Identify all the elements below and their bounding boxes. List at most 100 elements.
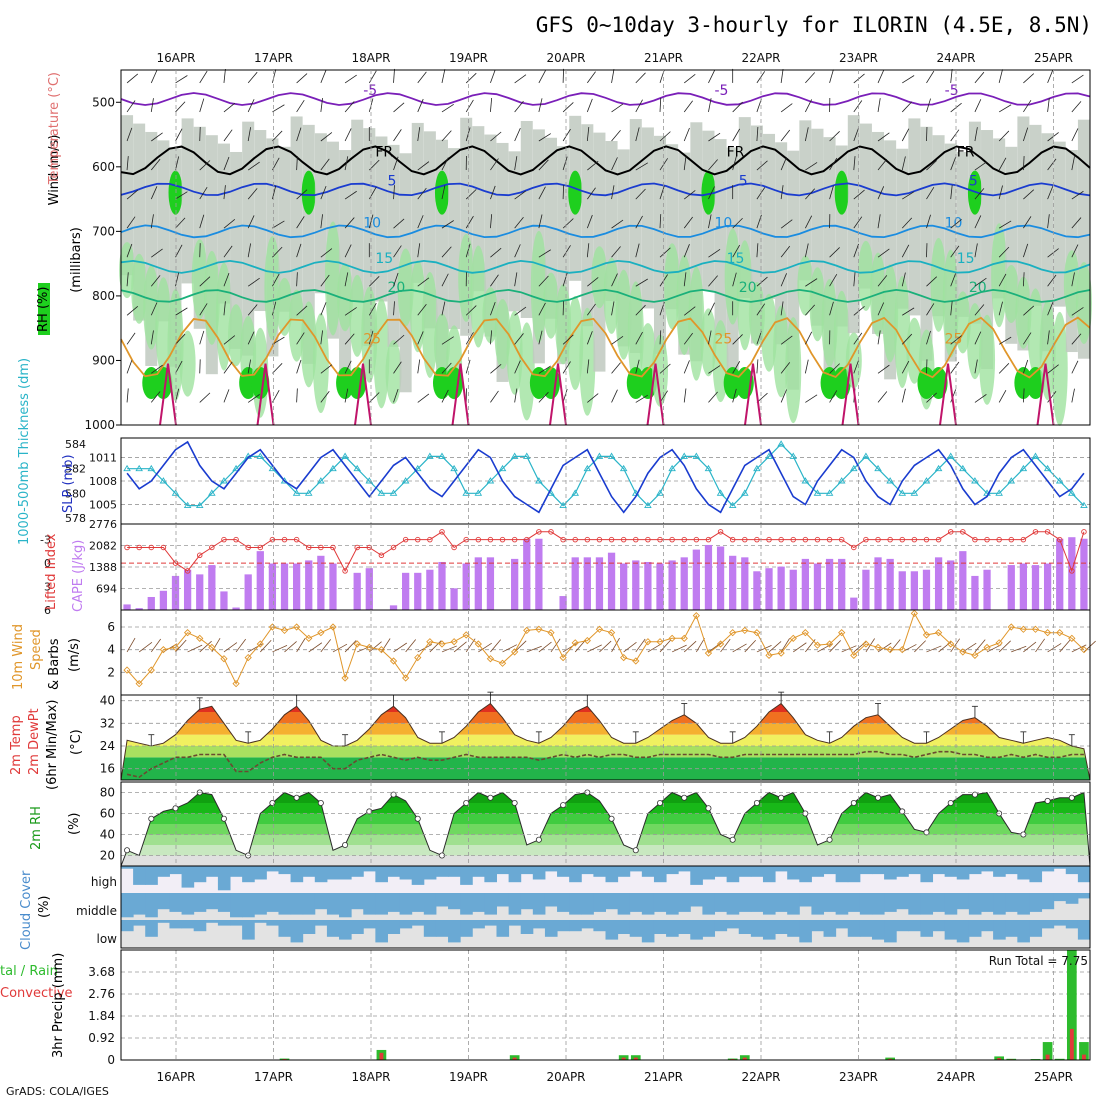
wind-barb (296, 332, 305, 345)
wind-barb (320, 390, 330, 403)
wind-barb (611, 103, 624, 113)
wind-barb (1071, 74, 1084, 84)
rh-band (121, 813, 1090, 824)
wind-speed-point (620, 653, 628, 662)
rh-blob (191, 239, 208, 320)
wind-barb (659, 185, 665, 200)
lifted-point (342, 568, 348, 574)
wind-barb (1023, 216, 1032, 229)
cape-bar (656, 563, 664, 610)
ytick-label: 600 (92, 160, 115, 174)
wind-barb (126, 127, 133, 142)
cloud-bar (302, 920, 316, 934)
rh-blob (1075, 262, 1092, 345)
cape-bar (668, 560, 676, 610)
wind-speed-point (632, 657, 640, 665)
rh-band (121, 824, 1090, 835)
thickness-point (220, 477, 228, 484)
wind-barb (926, 392, 937, 403)
wind-barb (514, 388, 518, 403)
cape-bar (765, 568, 773, 610)
cloud-bar (133, 866, 146, 885)
cloud-bar (641, 920, 655, 943)
wind-barb (635, 304, 646, 316)
wind-barb (732, 156, 737, 171)
lifted-point (499, 536, 506, 543)
rh-point (729, 836, 736, 843)
cloud-bar (823, 920, 837, 937)
wind-barb (223, 245, 233, 258)
rh-blob (930, 237, 947, 332)
isotherm-label: 20 (739, 280, 757, 296)
thickness-point (317, 477, 325, 484)
wind-barb (126, 637, 136, 653)
cloud-bar (702, 893, 716, 915)
precip-total-bar (1054, 1058, 1065, 1060)
wind-barb (223, 129, 233, 142)
wind-barb (465, 305, 477, 316)
cloud-bar (775, 893, 788, 912)
wind-speed-point (450, 638, 458, 646)
cape-bar (135, 608, 143, 610)
isotherm-line (120, 145, 1091, 176)
wind-barb (829, 274, 838, 287)
wind-speed-point (317, 629, 325, 637)
wind-barb (247, 304, 258, 316)
cape-bar (644, 561, 652, 610)
wind-barb (926, 303, 935, 316)
lifted-tick-label: 3 (44, 581, 51, 594)
wind-speed-point (971, 651, 979, 659)
cloud-bar (968, 893, 982, 915)
cloud-bar (847, 920, 861, 937)
ytick-label: 6 (107, 620, 115, 634)
lifted-point (851, 544, 857, 551)
wind-barb (1023, 641, 1037, 653)
wind-barb (853, 305, 865, 316)
wind-barb (998, 246, 1010, 258)
wind-barb (974, 359, 978, 374)
cape-bar (123, 604, 131, 610)
wind-barb (901, 272, 906, 287)
wind-barb (708, 249, 721, 258)
ytick-label: 24 (100, 739, 115, 753)
wind-barb (490, 301, 496, 316)
cloud-bar (787, 920, 800, 937)
cloud-bar (823, 866, 837, 875)
rh-shade (290, 116, 303, 319)
dewpt-label: 2m DewPt (27, 708, 42, 775)
cape-bar (607, 552, 616, 610)
cloud-bar (993, 866, 1006, 877)
thickness-point (498, 464, 507, 472)
cloud-bar (399, 866, 413, 880)
bottom-date-axis: 16APR 17APR 18APR 19APR 20APR 21APR 22APR 23APR… (156, 1070, 1073, 1084)
wind-barb (393, 245, 402, 258)
cloud-bar (278, 866, 292, 875)
rh-shade (896, 148, 909, 309)
wind-barb (175, 639, 187, 653)
wind-barb (611, 219, 624, 229)
rh2m-label: 2m RH (29, 806, 44, 850)
lifted-point (124, 544, 130, 551)
wind-speed-point (729, 629, 737, 637)
cape-bar (947, 560, 955, 610)
wind-barb (853, 332, 863, 345)
wind-barb (247, 243, 252, 258)
cloud-bar (290, 893, 304, 915)
wind-barb (465, 72, 477, 84)
wind-barb (635, 638, 646, 653)
wind-speed-point (922, 631, 931, 639)
wind-barb (829, 390, 838, 403)
rh-point (826, 836, 833, 843)
precip-conv-bar (633, 1057, 638, 1060)
cloud-bar (775, 920, 788, 934)
wind-barb (344, 244, 352, 258)
rh-shade (484, 134, 497, 337)
lifted-point (863, 536, 869, 543)
wind-barb (126, 272, 129, 287)
cape-bar (680, 557, 688, 610)
wind-barb (368, 214, 374, 229)
wind-barb (1023, 99, 1032, 113)
rh-band (121, 855, 1090, 866)
rh-shade (581, 124, 594, 327)
isotherm-spike (646, 363, 665, 426)
